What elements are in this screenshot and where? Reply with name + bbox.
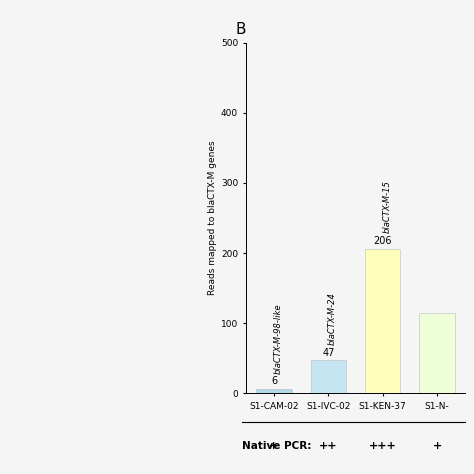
Bar bbox=[256, 389, 292, 393]
Text: blaCTX-M-24: blaCTX-M-24 bbox=[328, 292, 337, 345]
Text: +: + bbox=[433, 440, 442, 451]
Text: B: B bbox=[236, 22, 246, 37]
Text: 206: 206 bbox=[374, 236, 392, 246]
Text: 47: 47 bbox=[322, 347, 335, 358]
Bar bbox=[365, 249, 401, 393]
Bar bbox=[419, 313, 455, 393]
Bar bbox=[310, 360, 346, 393]
Y-axis label: Reads mapped to blaCTX-M genes: Reads mapped to blaCTX-M genes bbox=[208, 141, 217, 295]
Text: blaCTX-M-98-like: blaCTX-M-98-like bbox=[274, 303, 283, 374]
Text: ++: ++ bbox=[319, 440, 337, 451]
Text: Native PCR:: Native PCR: bbox=[242, 440, 311, 451]
Text: 6: 6 bbox=[271, 376, 277, 386]
Text: +: + bbox=[269, 440, 278, 451]
Text: blaCTX-M-15: blaCTX-M-15 bbox=[383, 181, 392, 234]
Text: +++: +++ bbox=[369, 440, 397, 451]
